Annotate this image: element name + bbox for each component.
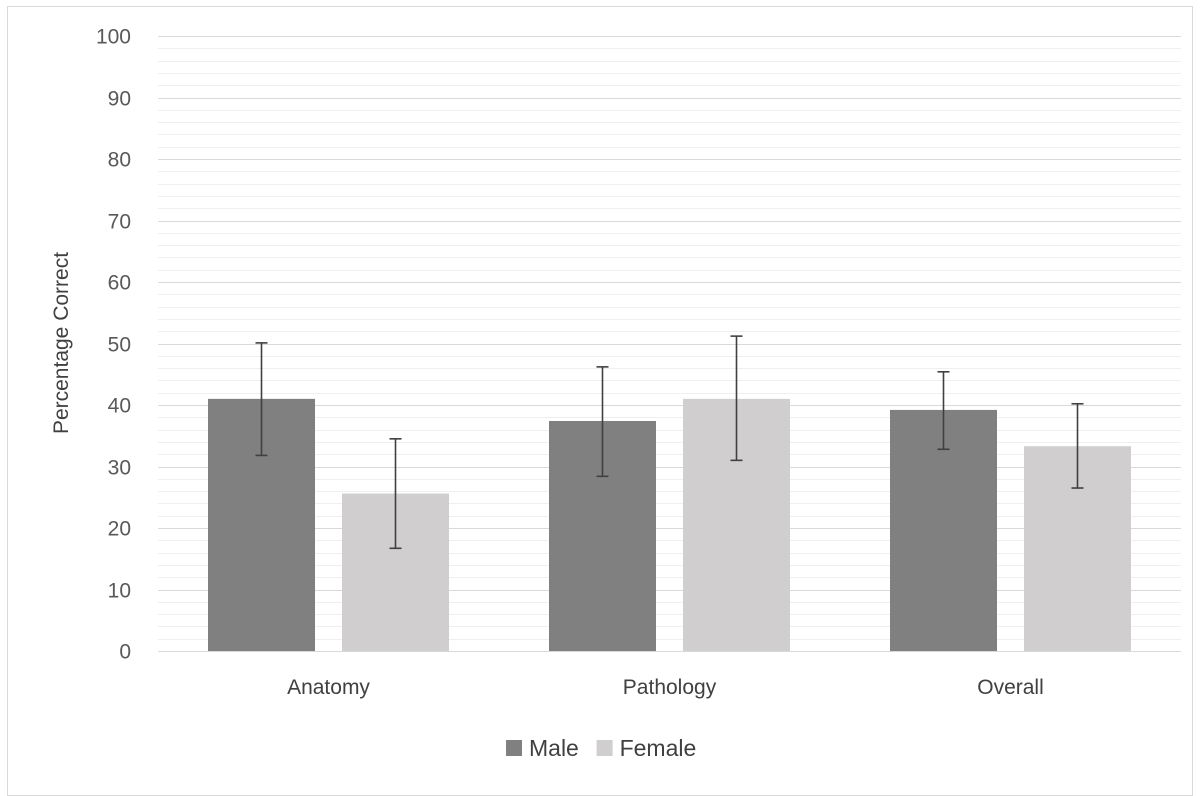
y-tick-label: 10 (108, 580, 131, 603)
legend: Male Female (506, 735, 696, 761)
legend-item-female: Female (596, 735, 697, 761)
minor-gridlines (158, 48, 1181, 640)
y-tick-label: 100 (96, 26, 131, 49)
y-axis-title: Percentage Correct (50, 252, 73, 434)
x-tick-label: Overall (977, 676, 1044, 699)
error-bars (255, 335, 1084, 550)
y-tick-label: 40 (108, 395, 131, 418)
major-gridlines (158, 36, 1181, 591)
x-axis-category-labels: Anatomy Pathology Overall (287, 676, 1044, 699)
bar-male-overall (890, 409, 997, 651)
y-tick-label: 80 (108, 149, 131, 172)
y-tick-label: 20 (108, 518, 131, 541)
legend-item-male: Male (506, 735, 579, 761)
y-tick-label: 90 (108, 88, 131, 111)
bars (208, 398, 1131, 651)
x-tick-label: Anatomy (287, 676, 370, 699)
legend-swatch (596, 740, 613, 756)
x-tick-label: Pathology (623, 676, 717, 699)
y-tick-label: 50 (108, 334, 131, 357)
y-axis-tick-labels: 0 10 20 30 40 50 60 70 80 90 100 (96, 26, 131, 664)
legend-label: Male (529, 735, 579, 761)
legend-swatch (506, 740, 522, 756)
y-tick-label: 30 (108, 457, 131, 480)
y-tick-label: 0 (119, 641, 131, 664)
legend-label: Female (620, 735, 697, 761)
y-tick-label: 60 (108, 272, 131, 295)
y-tick-label: 70 (108, 211, 131, 234)
